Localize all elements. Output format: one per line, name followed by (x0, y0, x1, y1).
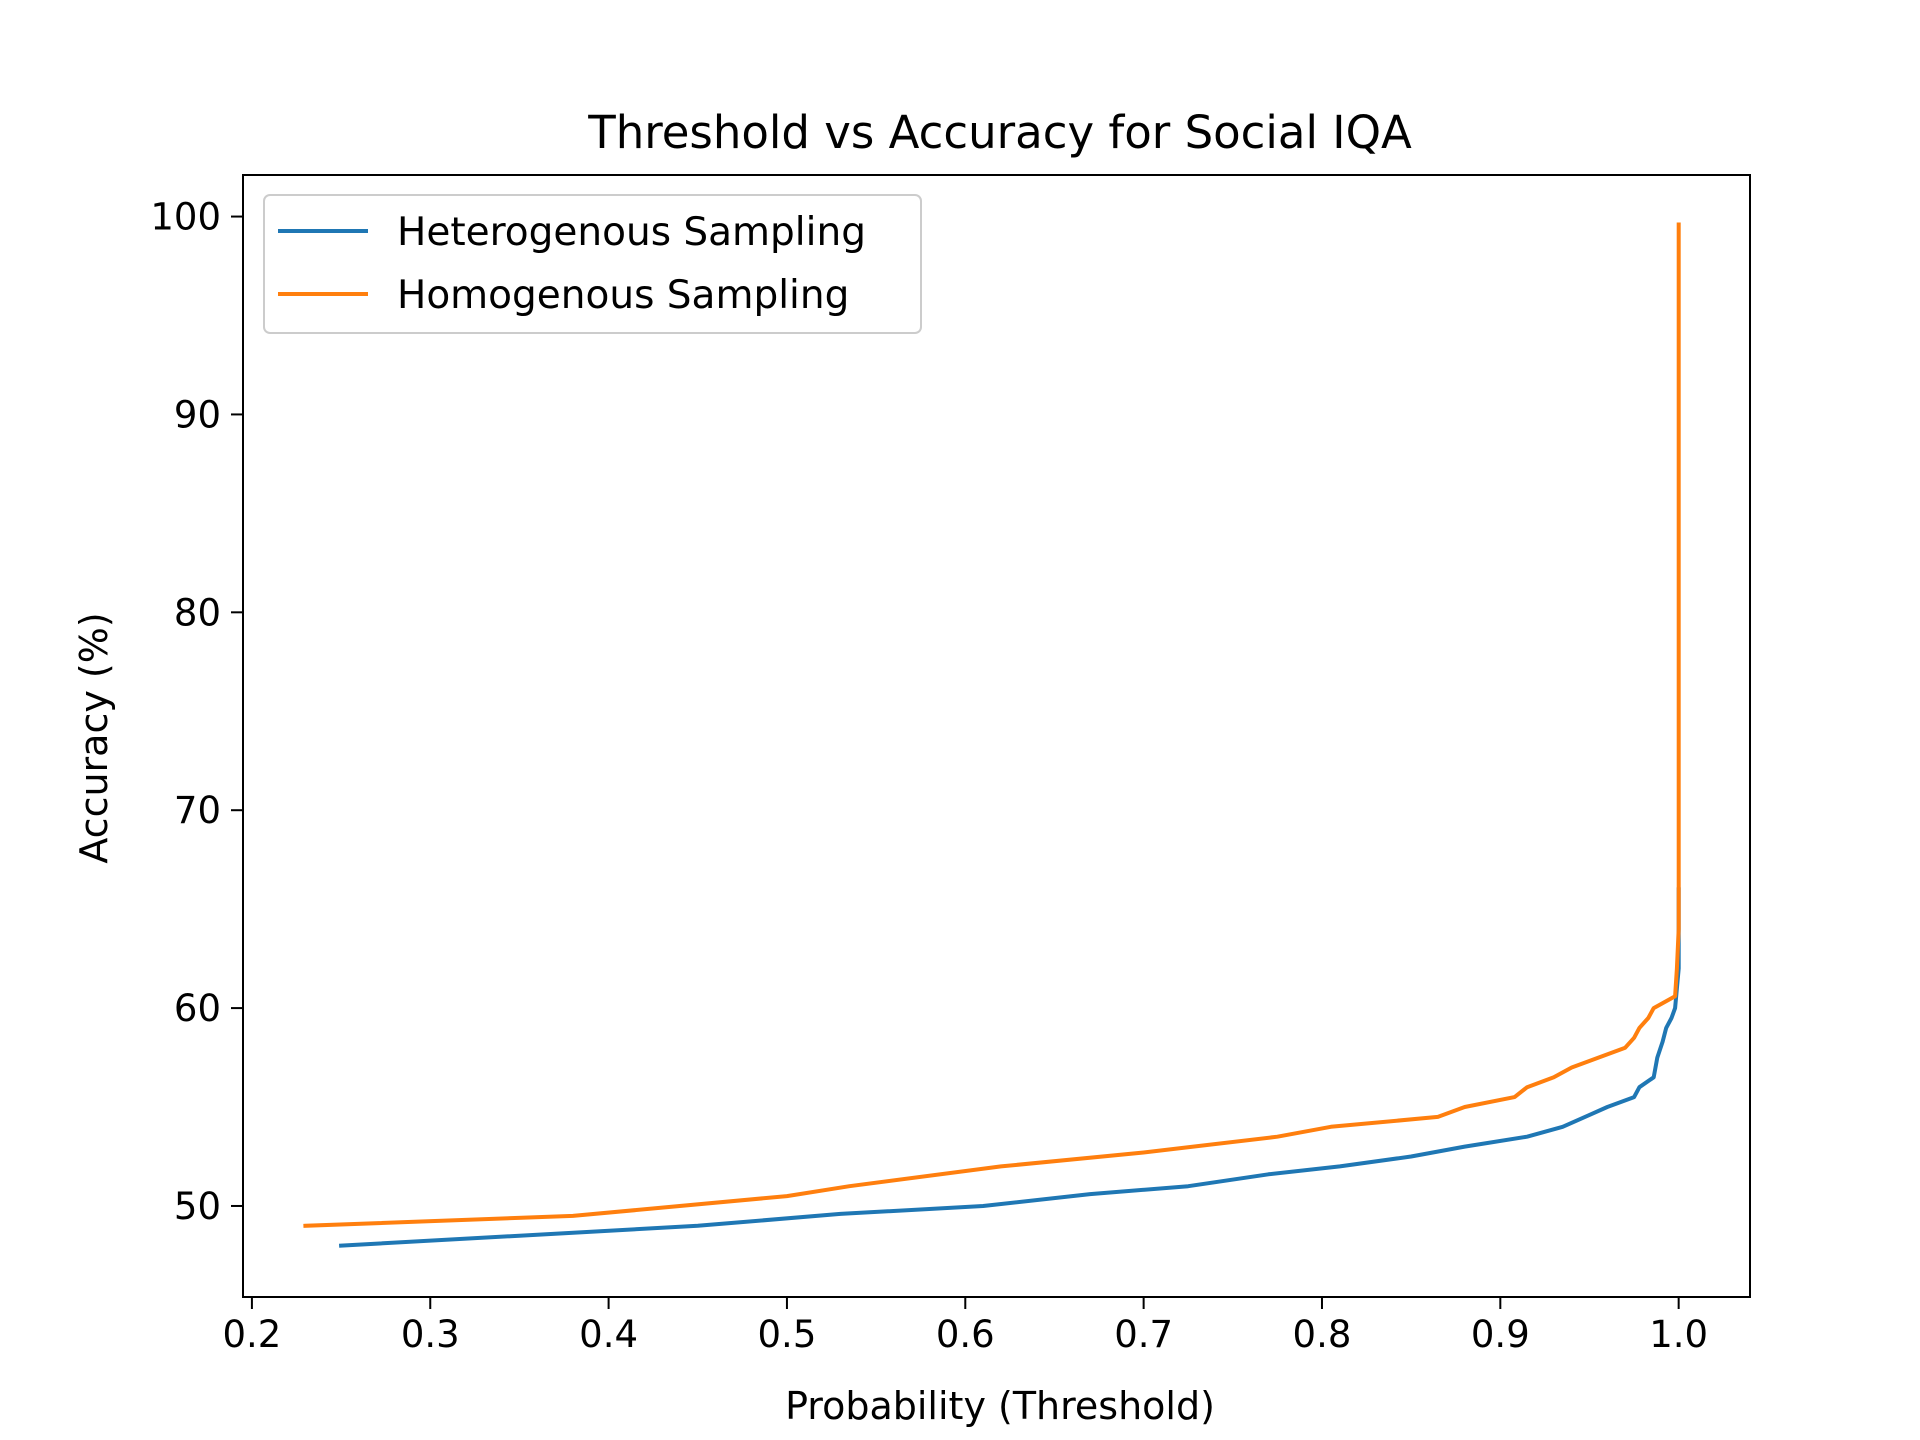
x-tick-label: 0.8 (1293, 1313, 1352, 1356)
x-tick-label: 0.9 (1471, 1313, 1530, 1356)
x-tick-label: 0.2 (222, 1313, 281, 1356)
chart-title: Threshold vs Accuracy for Social IQA (587, 106, 1412, 159)
y-axis: 50 60 70 80 90 100 (150, 196, 243, 1228)
legend-label: Homogenous Sampling (397, 273, 849, 318)
legend-label: Heterogenous Sampling (397, 210, 866, 255)
x-tick-label: 1.0 (1649, 1313, 1708, 1356)
y-axis-label: Accuracy (%) (72, 612, 116, 863)
y-tick-label: 100 (150, 196, 221, 239)
legend-box (263, 194, 922, 334)
plot-area-frame (242, 174, 1751, 1298)
x-tick-label: 0.7 (1114, 1313, 1173, 1356)
x-axis: 0.2 0.3 0.4 0.5 0.6 0.7 0.8 0.9 1.0 (222, 1297, 1708, 1356)
series-line-heterogenous (338, 887, 1681, 1248)
legend: Heterogenous Sampling Homogenous Sampling (263, 194, 922, 334)
x-tick-label: 0.4 (579, 1313, 638, 1356)
y-tick-label: 50 (174, 1185, 221, 1228)
x-axis-label: Probability (Threshold) (785, 1384, 1215, 1428)
series-line-homogenous (303, 222, 1681, 1228)
y-tick-label: 90 (174, 393, 221, 436)
y-tick-label: 60 (174, 987, 221, 1030)
x-tick-label: 0.3 (401, 1313, 460, 1356)
x-tick-label: 0.5 (758, 1313, 817, 1356)
y-tick-label: 70 (174, 789, 221, 832)
series-layer (303, 222, 1681, 1248)
y-tick-label: 80 (174, 591, 221, 634)
x-tick-label: 0.6 (936, 1313, 995, 1356)
